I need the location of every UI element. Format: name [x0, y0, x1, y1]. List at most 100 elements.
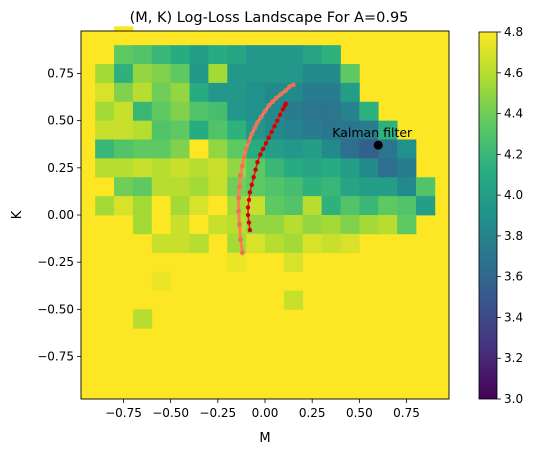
heatmap-cell [397, 139, 417, 159]
trajectory-point-salmon [287, 84, 292, 90]
heatmap-cell [132, 64, 153, 84]
heatmap-cell [397, 215, 417, 235]
trajectory-point-salmon [255, 120, 260, 125]
trajectory-point-red [266, 135, 271, 140]
heatmap-cell [208, 82, 228, 103]
colorbar-tick-label: 3.2 [504, 351, 523, 365]
heatmap-cell [151, 64, 172, 84]
heatmap-cell [227, 45, 247, 65]
heatmap-cell [321, 233, 341, 254]
heatmap-cell [170, 64, 190, 84]
kalman-point [373, 140, 383, 150]
trajectory-point-red [255, 159, 260, 165]
colorbar-tick-label: 4.0 [504, 188, 523, 202]
heatmap-cell [227, 82, 247, 103]
heatmap-cell [246, 64, 266, 84]
heatmap-cell [189, 215, 209, 235]
heatmap-cell [227, 120, 247, 140]
trajectory-point-red [258, 152, 263, 157]
heatmap-cell [359, 120, 379, 140]
trajectory-point-salmon [266, 103, 272, 108]
heatmap-cell [340, 196, 360, 216]
heatmap-cell [170, 82, 190, 103]
heatmap-cell [246, 196, 266, 216]
trajectory-point-red [272, 124, 277, 129]
heatmap-cell [170, 233, 190, 254]
heatmap-cell [321, 64, 341, 84]
heatmap-cell [246, 45, 266, 65]
heatmap-cell [132, 196, 153, 216]
trajectory-point-red [253, 167, 258, 172]
heatmap-cell [302, 64, 323, 84]
trajectory-point-salmon [283, 88, 289, 93]
heatmap-cell [302, 82, 323, 103]
heatmap-cell [321, 45, 341, 65]
heatmap-cell [170, 215, 190, 235]
trajectory-point-red [246, 197, 252, 203]
heatmap-cell [114, 45, 134, 65]
heatmap-cell [227, 252, 247, 273]
heatmap-cell [359, 196, 379, 216]
heatmap-cell [265, 64, 285, 84]
heatmap-cell [170, 139, 190, 159]
y-tick-label: −0.75 [37, 350, 74, 364]
heatmap-cell [340, 177, 360, 197]
heatmap-cell [340, 64, 360, 84]
heatmap-cell [95, 64, 115, 84]
colorbar-tick-label: 4.6 [504, 66, 523, 80]
heatmap-cell [132, 139, 153, 159]
trajectory-point-red [245, 205, 251, 210]
heatmap-cell [283, 120, 304, 140]
y-tick-label: 0.25 [47, 161, 74, 175]
heatmap-cell [265, 196, 285, 216]
heatmap-cell [378, 215, 398, 235]
heatmap-cell [132, 120, 153, 140]
trajectory-point-salmon [236, 208, 241, 214]
heatmap-cell [302, 158, 323, 178]
heatmap-cell [265, 233, 285, 254]
heatmap-cell [227, 233, 247, 254]
trajectory-point-salmon [290, 82, 296, 88]
heatmap-cell [189, 158, 209, 178]
heatmap-cell [397, 177, 417, 197]
heatmap-cell [302, 101, 323, 122]
heatmap-cell [208, 101, 228, 122]
x-axis-ticks: −0.75 −0.50 −0.25 0.00 0.25 0.50 0.75 [105, 399, 420, 420]
x-tick-label: −0.50 [152, 406, 189, 420]
trajectory-point-salmon [239, 163, 245, 169]
y-tick-label: 0.00 [47, 208, 74, 222]
heatmap-cell [378, 139, 398, 159]
heatmap-cell [189, 120, 209, 140]
colorbar-tick-label: 4.4 [504, 107, 523, 121]
heatmap-cell [189, 82, 209, 103]
heatmap-cell [302, 139, 323, 159]
heatmap-cell [114, 64, 134, 84]
heatmap-cell [321, 139, 341, 159]
heatmap-cell [208, 64, 228, 84]
trajectory-point-red [246, 220, 252, 225]
heatmap-cell [340, 158, 360, 178]
heatmap-cell [208, 215, 228, 235]
heatmap-cell [208, 139, 228, 159]
colorbar-tick-label: 3.4 [504, 310, 523, 324]
heatmap-cell [265, 177, 285, 197]
heatmap-cell [132, 101, 153, 122]
heatmap-cell [340, 120, 360, 140]
heatmap-cell [415, 177, 436, 197]
trajectory-point-red [280, 107, 286, 112]
trajectory-point-red [260, 146, 266, 152]
heatmap-cell [114, 139, 134, 159]
heatmap-cell [359, 215, 379, 235]
heatmap-cell [340, 215, 360, 235]
heatmap-cell [283, 158, 304, 178]
colorbar-tick-label: 3.8 [504, 229, 523, 243]
heatmap-cell [95, 139, 115, 159]
heatmap-cell [302, 45, 323, 65]
colorbar-tick-label: 3.0 [504, 392, 523, 406]
heatmap-cell [114, 158, 134, 178]
trajectory-point-salmon [270, 99, 275, 105]
heatmap-cell [378, 196, 398, 216]
heatmap-cell [151, 82, 172, 103]
heatmap-cell [340, 101, 360, 122]
